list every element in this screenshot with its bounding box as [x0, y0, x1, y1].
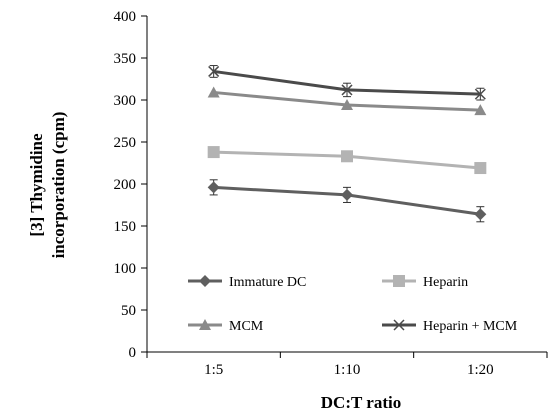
legend-label: Heparin: [423, 275, 468, 290]
x-ticks: 1:5 1:10 1:20: [146, 352, 548, 378]
y-tick-label: 200: [114, 177, 137, 193]
square-marker: [474, 162, 487, 175]
square-marker: [393, 275, 405, 287]
series-layer: [207, 65, 487, 223]
y-ticks: 0 50 100 150 200 250 300 350 400: [114, 9, 147, 361]
y-axis-title-line-2: incorporation (cpm): [49, 112, 68, 259]
legend: Immature DC Heparin MCM Heparin + MCM: [188, 275, 518, 334]
series-3: [208, 65, 486, 101]
y-tick-label: 100: [114, 261, 137, 277]
series-1: [207, 146, 487, 175]
legend-item: Heparin + MCM: [382, 319, 518, 334]
triangle-marker: [199, 319, 211, 330]
legend-label: Immature DC: [229, 275, 306, 290]
triangle-marker: [207, 86, 220, 98]
y-tick-label: 250: [114, 135, 137, 151]
y-tick-label: 150: [114, 219, 137, 235]
x-marker-stroke: [208, 65, 220, 77]
legend-item: Heparin: [382, 275, 468, 290]
series-0: [207, 179, 487, 223]
diamond-marker: [199, 275, 211, 287]
triangle-marker: [474, 104, 487, 116]
square-marker: [207, 146, 220, 159]
legend-label: MCM: [229, 319, 264, 334]
x-marker-stroke: [474, 88, 486, 100]
y-tick-label: 300: [114, 93, 137, 109]
x-axis-title: DC:T ratio: [321, 393, 401, 412]
diamond-marker: [474, 208, 487, 221]
y-tick-label: 50: [121, 303, 136, 319]
diamond-marker: [341, 188, 353, 201]
square-marker: [341, 150, 353, 163]
x-tick-label: 1:10: [334, 362, 361, 378]
legend-item: Immature DC: [188, 275, 306, 290]
x-tick-label: 1:5: [204, 362, 223, 378]
x-marker-stroke: [393, 319, 405, 331]
legend-label: Heparin + MCM: [423, 319, 518, 334]
y-tick-label: 0: [129, 345, 137, 361]
y-axis-title-line-1: [3] Thymidine: [27, 133, 46, 237]
y-axis-title: [3] Thymidine incorporation (cpm): [27, 112, 68, 259]
x-marker-stroke: [341, 84, 353, 96]
y-tick-label: 400: [114, 9, 137, 25]
x-tick-label: 1:20: [467, 362, 494, 378]
series-2: [207, 86, 487, 116]
y-tick-label: 350: [114, 51, 137, 67]
triangle-marker: [341, 99, 353, 111]
diamond-marker: [207, 181, 220, 194]
legend-item: MCM: [188, 319, 264, 334]
